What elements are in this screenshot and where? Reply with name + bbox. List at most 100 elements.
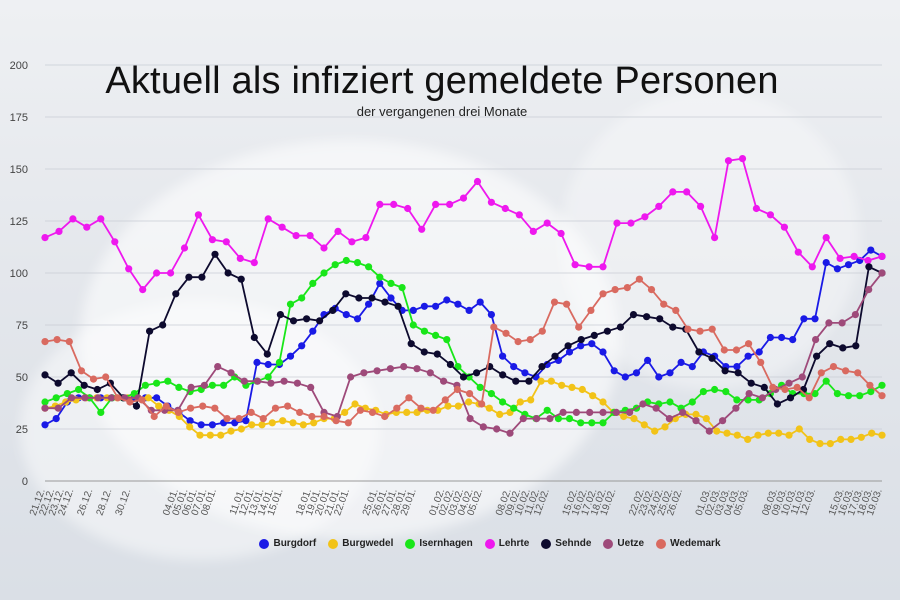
data-point	[440, 377, 448, 385]
data-point	[441, 396, 449, 404]
data-point	[697, 202, 705, 210]
data-point	[865, 286, 873, 294]
data-point	[309, 279, 317, 287]
data-point	[688, 398, 696, 406]
data-point	[538, 363, 546, 371]
data-point	[599, 263, 607, 271]
data-point	[275, 358, 283, 366]
data-point	[558, 381, 566, 389]
legend-marker	[484, 538, 495, 549]
data-point	[629, 311, 638, 319]
data-point	[610, 367, 618, 375]
data-point	[806, 435, 814, 443]
data-point	[665, 415, 674, 423]
data-point	[211, 250, 219, 258]
data-point	[692, 410, 700, 418]
data-point	[236, 254, 244, 262]
data-point	[443, 296, 451, 304]
data-point	[699, 388, 708, 396]
data-point	[393, 404, 401, 412]
data-point	[293, 379, 301, 387]
data-point	[501, 204, 509, 213]
data-point	[711, 385, 719, 394]
data-point	[426, 369, 434, 377]
data-point	[641, 213, 649, 221]
legend-label: Sehnde	[555, 538, 592, 549]
data-point	[778, 333, 786, 342]
data-point	[878, 392, 886, 400]
data-point	[696, 327, 704, 335]
data-point	[493, 425, 501, 433]
data-point	[733, 363, 741, 371]
data-point	[41, 398, 49, 406]
data-point	[733, 396, 741, 404]
data-point	[381, 298, 389, 306]
data-point	[217, 431, 225, 439]
data-point	[342, 256, 350, 265]
data-point	[418, 225, 426, 233]
data-point	[720, 346, 728, 354]
data-point	[760, 383, 768, 391]
data-point	[146, 327, 154, 335]
data-point	[222, 238, 230, 246]
data-point	[386, 365, 394, 373]
data-point	[829, 363, 838, 371]
data-point	[52, 415, 60, 423]
data-point	[794, 248, 802, 256]
data-point	[864, 256, 872, 265]
data-point	[155, 402, 163, 410]
data-point	[267, 379, 275, 387]
data-point	[280, 377, 288, 385]
data-point	[847, 435, 855, 443]
data-point	[286, 352, 295, 360]
data-point	[299, 421, 307, 429]
legend-marker	[405, 538, 416, 549]
data-point	[83, 223, 91, 231]
data-point	[822, 234, 830, 242]
data-point	[527, 396, 535, 404]
data-point	[454, 300, 462, 308]
data-point	[639, 400, 647, 408]
data-point	[253, 358, 261, 366]
data-point	[308, 412, 316, 421]
data-point	[360, 369, 368, 377]
data-point	[407, 340, 415, 348]
legend-marker	[259, 538, 270, 549]
data-point	[816, 440, 824, 448]
data-point	[271, 404, 280, 412]
y-tick-label: 100	[10, 268, 28, 280]
data-point	[702, 415, 710, 423]
legend-item: Sehnde	[541, 538, 591, 549]
data-point	[764, 429, 772, 437]
data-point	[754, 431, 762, 439]
data-point	[132, 402, 141, 410]
data-point	[306, 232, 314, 240]
chart-subtitle: der vergangenen drei Monate	[356, 104, 528, 119]
data-point	[744, 352, 752, 360]
data-point	[705, 427, 713, 435]
data-point	[310, 419, 318, 427]
data-point	[755, 348, 763, 356]
data-point	[242, 417, 250, 425]
data-point	[80, 381, 88, 389]
data-point	[586, 408, 594, 416]
chart-title: Aktuell als infiziert gemeldete Personen	[105, 60, 779, 102]
data-point	[838, 319, 846, 327]
data-point	[669, 188, 677, 196]
data-point	[296, 408, 304, 416]
data-point	[669, 323, 677, 331]
data-point	[52, 394, 60, 402]
data-point	[420, 302, 428, 310]
legend-label: Lehrte	[498, 538, 530, 549]
data-point	[211, 404, 219, 412]
data-point	[836, 254, 844, 262]
data-point	[153, 269, 161, 277]
data-point	[114, 394, 122, 402]
data-point	[660, 300, 668, 308]
y-tick-label: 125	[10, 216, 28, 228]
data-point	[543, 406, 551, 414]
data-point	[125, 265, 133, 273]
data-point	[758, 394, 767, 402]
data-point	[878, 431, 886, 439]
data-point	[577, 336, 585, 344]
